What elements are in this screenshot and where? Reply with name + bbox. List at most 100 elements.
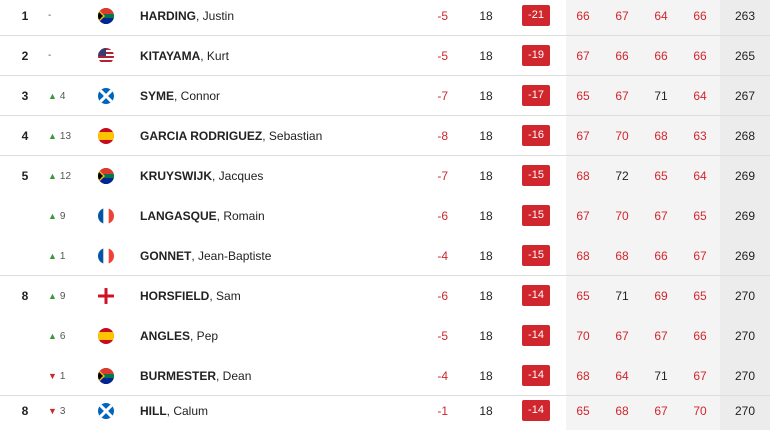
movement-arrow: ▲	[48, 251, 57, 261]
round-score: 66	[693, 329, 707, 343]
position: 5	[21, 169, 29, 183]
thru: 18	[479, 329, 493, 343]
player-name: ANGLES, Pep	[140, 316, 218, 356]
movement-arrow: ▲	[48, 91, 57, 101]
leaderboard-row: ▲ 1 GONNET, Jean-Baptiste -4 18 -15 68 68 66 67 26…	[0, 236, 770, 276]
flag-shape	[98, 248, 114, 264]
flag-icon	[98, 48, 114, 64]
today-score: -5	[437, 329, 448, 343]
total-to-par: -19	[522, 45, 550, 66]
round-score: 65	[654, 169, 668, 183]
first-name: , Jacques	[212, 169, 264, 183]
round-score: 68	[576, 169, 590, 183]
round-score: 66	[654, 249, 668, 263]
total-background	[720, 0, 770, 430]
total-strokes: 270	[734, 404, 756, 418]
round-score: 66	[693, 9, 707, 23]
flag-part	[98, 374, 114, 378]
movement-arrow: ▲	[48, 131, 57, 141]
round-score: 65	[693, 289, 707, 303]
player-name: BURMESTER, Dean	[140, 356, 251, 396]
total-to-par: -14	[522, 325, 550, 346]
player-name: KRUYSWIJK, Jacques	[140, 156, 263, 196]
last-name: BURMESTER	[140, 369, 217, 383]
round-score: 64	[693, 89, 707, 103]
round-score: 71	[654, 89, 668, 103]
movement-value: 12	[59, 171, 72, 182]
round-score: 65	[576, 404, 590, 418]
flag	[98, 403, 114, 419]
flag-shape	[98, 208, 114, 224]
position: 4	[21, 129, 29, 143]
movement-arrow: ▲	[48, 211, 57, 221]
total-strokes: 269	[734, 169, 756, 183]
flag	[98, 248, 114, 264]
player-name: LANGASQUE, Romain	[140, 196, 265, 236]
position: 2	[21, 49, 29, 63]
first-name: , Dean	[216, 369, 252, 383]
first-name: , Justin	[196, 9, 235, 23]
movement-value: 1	[59, 371, 66, 382]
total-strokes: 267	[734, 89, 756, 103]
flag-shape	[98, 128, 114, 144]
movement-value: 3	[59, 406, 66, 417]
first-name: , Pep	[190, 329, 219, 343]
round-score: 70	[576, 329, 590, 343]
movement: ▼ 3	[48, 391, 78, 430]
round-score: 70	[615, 129, 629, 143]
flag-part	[98, 14, 114, 18]
leaderboard-row: 3 ▲ 4 SYME, Connor -7 18 -17 65 67 71 64 267	[0, 76, 770, 116]
last-name: GARCIA RODRIGUEZ	[140, 129, 263, 143]
total-strokes: 265	[734, 49, 756, 63]
round-score: 67	[576, 129, 590, 143]
flag-icon	[98, 88, 114, 104]
last-name: HILL	[140, 404, 167, 418]
first-name: , Romain	[216, 209, 265, 223]
flag-shape	[98, 48, 114, 64]
last-name: KRUYSWIJK	[140, 169, 213, 183]
round-score: 67	[615, 89, 629, 103]
flag-part	[98, 8, 114, 14]
position: 1	[21, 9, 29, 23]
position: 8	[21, 404, 29, 418]
total-to-par: -14	[522, 285, 550, 306]
movement: -	[48, 0, 78, 36]
rounds-background	[566, 0, 720, 430]
round-score: 67	[654, 209, 668, 223]
flag-icon	[98, 168, 114, 184]
flag-part	[98, 294, 114, 298]
leaderboard-row: 2 - KITAYAMA, Kurt -5 18 -19 67 66 66 66 265	[0, 36, 770, 76]
round-score: 67	[576, 209, 590, 223]
flag-shape	[98, 403, 114, 419]
movement: ▲ 1	[48, 236, 78, 276]
movement-value: -	[48, 50, 52, 61]
thru: 18	[479, 49, 493, 63]
thru: 18	[479, 9, 493, 23]
flag-icon	[98, 288, 114, 304]
flag-icon	[98, 403, 114, 419]
position	[14, 316, 36, 356]
flag-part	[98, 48, 106, 56]
leaderboard-row: ▲ 6 ANGLES, Pep -5 18 -14 70 67 67 66 270	[0, 316, 770, 356]
round-score: 67	[576, 49, 590, 63]
round-score: 71	[615, 289, 629, 303]
thru: 18	[479, 369, 493, 383]
flag-icon	[98, 128, 114, 144]
movement: -	[48, 36, 78, 76]
last-name: LANGASQUE	[140, 209, 217, 223]
flag-part	[98, 174, 114, 178]
total-strokes: 270	[734, 329, 756, 343]
movement-arrow: ▲	[48, 291, 57, 301]
thru: 18	[479, 169, 493, 183]
flag-shape	[98, 288, 114, 304]
flag-part	[108, 248, 114, 264]
thru: 18	[479, 89, 493, 103]
first-name: , Sam	[209, 289, 241, 303]
flag-icon	[98, 248, 114, 264]
movement-value: 9	[59, 211, 66, 222]
movement-arrow: ▲	[48, 171, 57, 181]
flag	[98, 168, 114, 184]
movement: ▼ 1	[48, 356, 78, 396]
movement: ▲ 12	[48, 156, 78, 196]
first-name: , Jean-Baptiste	[191, 249, 272, 263]
